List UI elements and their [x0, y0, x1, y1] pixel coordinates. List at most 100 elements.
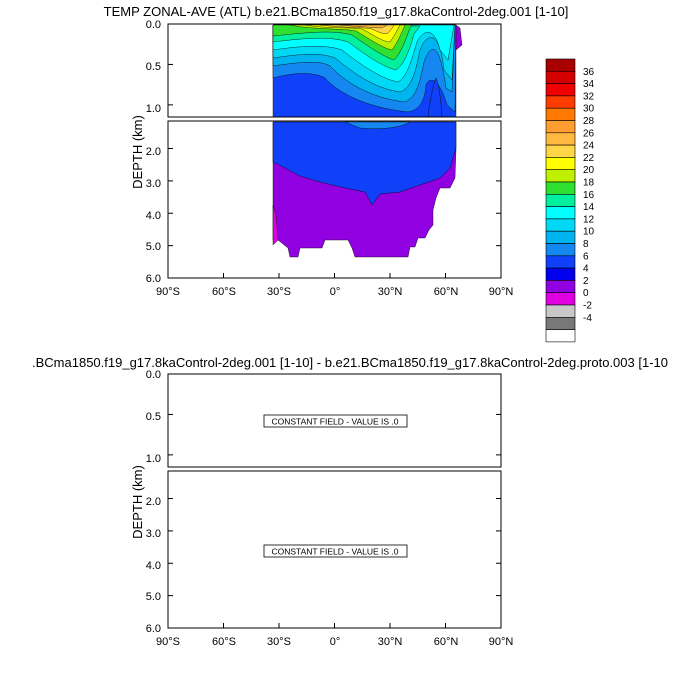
colorbar-label: 12 [583, 214, 595, 225]
colorbar-label: 18 [583, 178, 595, 189]
plot1-xtick-label: 90°S [156, 286, 180, 298]
colorbar-swatch [545, 83, 576, 97]
colorbar-swatch [545, 107, 576, 121]
plot1-ytick-label: 0.0 [146, 19, 161, 31]
plot1-upper-contours [272, 24, 463, 118]
colorbar-label: 0 [583, 288, 589, 299]
plot2-lower-annotation: CONSTANT FIELD - VALUE IS .0 [263, 544, 408, 558]
colorbar-swatch [545, 292, 576, 306]
plot1-xtick-label: 30°S [267, 286, 291, 298]
plot1-lower-fill-6 [344, 121, 411, 129]
colorbar-label: 24 [583, 141, 595, 152]
plot2-lower-annotation-box [263, 544, 408, 558]
plot1-xaxis: 90°S 60°S 30°S 0° 30°N 60°N 90°N [156, 286, 513, 298]
plot2-upper-annotation-text: CONSTANT FIELD - VALUE IS .0 [271, 417, 398, 427]
colorbar-swatch [545, 120, 576, 134]
plot1-ylabel: DEPTH (km) [130, 115, 145, 189]
plot1-ytick-label: 1.0 [146, 103, 161, 115]
colorbar-swatch [545, 144, 576, 158]
colorbar-label: 8 [583, 239, 589, 250]
plot2-title: .BCma1850.f19_g17.8kaControl-2deg.001 [1… [32, 355, 668, 370]
plot2-xtick-label: 30°N [378, 636, 403, 648]
colorbar-label: 26 [583, 128, 595, 139]
plot2-xtick-label: 60°N [434, 636, 459, 648]
colorbar-label: 10 [583, 227, 595, 238]
plot1-xtick-label: 0° [330, 286, 341, 298]
colorbar-swatch [545, 218, 576, 232]
plot2-ytick-label: 4.0 [146, 560, 161, 572]
plot1-lower-fill-4 [272, 121, 457, 206]
plot1-lower-yaxis: 2.0 3.0 4.0 5.0 6.0 [146, 146, 161, 285]
colorbar-swatch [545, 255, 576, 269]
colorbar-swatch [545, 71, 576, 84]
plot2-ytick-label: 2.0 [146, 496, 161, 508]
colorbar-label: -4 [583, 313, 592, 324]
colorbar-swatch [545, 280, 576, 293]
colorbar-swatch [545, 194, 576, 207]
plot2-lower-yaxis: 2.0 3.0 4.0 5.0 6.0 [146, 496, 161, 635]
plot1-ytick-label: 2.0 [146, 146, 161, 158]
colorbar-swatch [545, 206, 576, 220]
plot2-xtick-label: 0° [330, 636, 341, 648]
colorbar-swatch [545, 157, 576, 170]
plot2-upper-annotation-box [263, 414, 408, 428]
colorbar-swatch [545, 169, 576, 183]
plot2-ytick-label: 3.0 [146, 528, 161, 540]
plot1-upper-frame [167, 23, 502, 118]
colorbar-label: 30 [583, 104, 595, 115]
plot2-lower-annotation-text: CONSTANT FIELD - VALUE IS .0 [271, 547, 398, 557]
colorbar-swatch [545, 132, 576, 146]
plot1-ytick-label: 4.0 [146, 210, 161, 222]
colorbar-label: 16 [583, 190, 595, 201]
colorbar-label: 28 [583, 116, 595, 127]
colorbar-swatch [545, 230, 576, 244]
plot2-ytick-label: 5.0 [146, 591, 161, 603]
colorbar-swatch [545, 58, 576, 72]
plot2-xtick-label: 90°S [156, 636, 180, 648]
colorbar-label: -2 [583, 301, 592, 312]
plot2-ylabel: DEPTH (km) [130, 465, 145, 539]
plot1-xtick-label: 60°N [434, 286, 459, 298]
plot2-upper-yaxis: 0.0 0.5 1.0 [146, 369, 161, 465]
plot1-upper-column [427, 77, 443, 118]
colorbar-label: 14 [583, 202, 595, 213]
plot1-ytick-label: 3.0 [146, 178, 161, 190]
plot1-xtick-label: 90°N [489, 286, 514, 298]
plot1-xtick-label: 30°N [378, 286, 403, 298]
plot1-xtick-label: 60°S [212, 286, 236, 298]
plot2-xtick-label: 60°S [212, 636, 236, 648]
colorbar-swatch [545, 267, 576, 281]
plot1-title: TEMP ZONAL-AVE (ATL) b.e21.BCma1850.f19_… [104, 4, 569, 19]
colorbar-swatch [545, 316, 576, 330]
colorbar-label: 6 [583, 251, 589, 262]
plot2-xtick-label: 90°N [489, 636, 514, 648]
colorbar-label: 36 [583, 67, 595, 78]
colorbar-swatch [545, 243, 576, 257]
plot2-ytick-label: 6.0 [146, 623, 161, 635]
plot2-ytick-label: 1.0 [146, 453, 161, 465]
colorbar-label: 4 [583, 264, 589, 275]
plot1-ytick-label: 0.5 [146, 61, 161, 73]
plot1-upper-highlat [455, 24, 463, 51]
plot1-lower-contours [272, 121, 457, 258]
colorbar-label: 2 [583, 276, 589, 287]
plot1-ytick-label: 6.0 [146, 273, 161, 285]
plot2-upper-annotation: CONSTANT FIELD - VALUE IS .0 [263, 414, 408, 428]
plot2-xtick-label: 30°S [267, 636, 291, 648]
colorbar-swatch [545, 304, 576, 318]
plot2-ytick-label: 0.0 [146, 369, 161, 381]
colorbar-label: 20 [583, 165, 595, 176]
plot2-xaxis: 90°S 60°S 30°S 0° 30°N 60°N 90°N [156, 636, 513, 648]
colorbar-swatch [545, 329, 576, 343]
plot1-upper-fill-24 [339, 24, 388, 29]
colorbar-label: 22 [583, 153, 595, 164]
colorbar-label: 34 [583, 79, 595, 90]
plot1-ytick-label: 5.0 [146, 241, 161, 253]
colorbar-swatch [545, 95, 576, 109]
plot1-upper-yaxis: 0.0 0.5 1.0 [146, 19, 161, 115]
colorbar-label: 32 [583, 91, 595, 102]
plot2-ytick-label: 0.5 [146, 411, 161, 423]
plot1-lower-fill-0 [272, 204, 279, 246]
